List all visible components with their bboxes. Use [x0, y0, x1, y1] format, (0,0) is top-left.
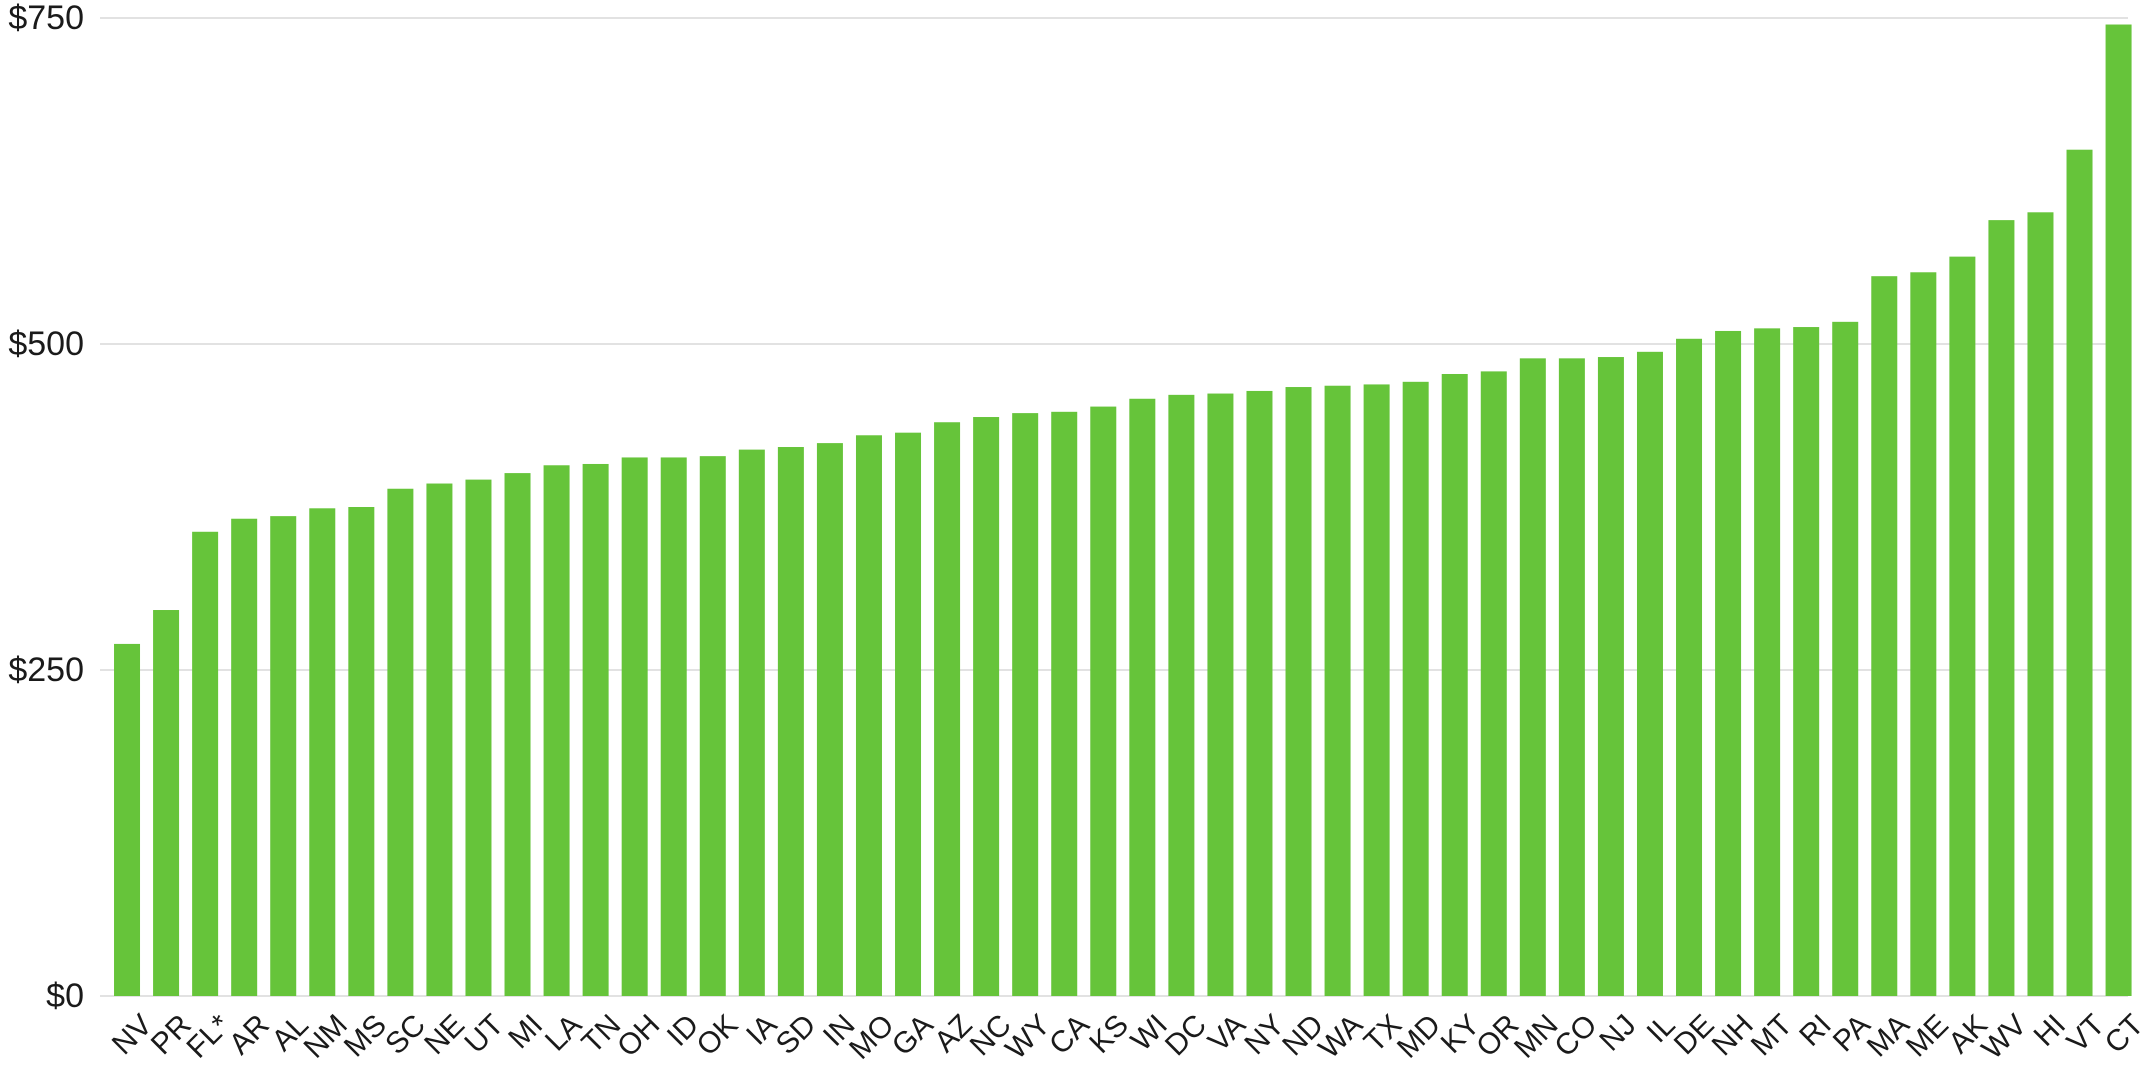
bar-wy	[1012, 413, 1039, 996]
bar-il	[1636, 351, 1663, 997]
y-tick-label: $250	[8, 651, 84, 689]
x-tick-label: OK	[690, 1008, 744, 1062]
bar-pa	[1832, 321, 1859, 996]
y-tick-label: $500	[8, 325, 84, 363]
bar-wv	[1988, 220, 2015, 996]
x-tick-label: SD	[770, 1008, 823, 1061]
bar-co	[1558, 358, 1585, 996]
bar-nj	[1597, 357, 1624, 996]
bars	[114, 24, 2132, 997]
bar-ne	[426, 483, 453, 996]
bar-az	[934, 422, 961, 996]
bar-nh	[1715, 330, 1742, 997]
bar-wi	[1129, 398, 1156, 996]
bar-nv	[114, 643, 141, 996]
bar-la	[543, 465, 570, 997]
bar-ks	[1090, 406, 1117, 996]
bar-tx	[1363, 384, 1390, 996]
bar-tn	[582, 463, 609, 996]
x-tick-label: WV	[1976, 1008, 2034, 1066]
bar-al	[270, 516, 297, 996]
bar-ct	[2105, 24, 2132, 996]
bar-me	[1910, 272, 1937, 996]
bar-fl	[192, 531, 219, 996]
bar-ia	[738, 449, 765, 996]
y-tick-label: $0	[46, 977, 84, 1015]
bar-ny	[1246, 390, 1273, 997]
bar-va	[1207, 393, 1234, 996]
y-axis-tick-labels: $0 $250 $500 $750	[8, 0, 84, 1015]
bar-hi	[2027, 212, 2054, 996]
bar-nm	[309, 508, 336, 996]
bar-pr	[153, 610, 180, 996]
bar-sc	[387, 488, 414, 996]
x-tick-label: NJ	[1593, 1008, 1642, 1057]
bar-ok	[699, 456, 726, 996]
bar-dc	[1168, 394, 1195, 997]
bar-id	[660, 457, 687, 996]
bar-wa	[1324, 385, 1351, 996]
x-tick-label: CT	[2099, 1008, 2140, 1060]
bar-ri	[1793, 327, 1820, 997]
x-tick-label: MT	[1745, 1008, 1799, 1062]
bar-ky	[1441, 373, 1468, 996]
bar-mt	[1754, 328, 1781, 996]
bar-mo	[855, 435, 882, 996]
x-tick-label: OH	[611, 1008, 666, 1063]
bar-nd	[1285, 387, 1312, 997]
bar-mn	[1519, 358, 1546, 996]
bar-vt	[2066, 149, 2093, 997]
bar-ma	[1871, 276, 1898, 996]
bar-in	[816, 443, 843, 996]
x-tick-label: UT	[459, 1008, 511, 1060]
bar-or	[1480, 371, 1507, 996]
y-tick-label: $750	[8, 0, 84, 37]
bar-ak	[1949, 256, 1976, 997]
bar-sd	[777, 447, 804, 996]
bar-nc	[973, 417, 1000, 996]
bar-mi	[504, 473, 531, 996]
bar-de	[1676, 338, 1703, 996]
bar-ut	[465, 479, 492, 997]
bar-ga	[895, 432, 922, 996]
bar-md	[1402, 381, 1429, 996]
bar-ar	[231, 518, 258, 996]
x-axis-tick-labels: NVPRFL*ARALNMMSSCNEUTMILATNOHIDOKIASDINM…	[106, 1008, 2140, 1066]
bar-ms	[348, 507, 375, 996]
bar-oh	[621, 457, 648, 996]
bar-ca	[1051, 411, 1078, 997]
